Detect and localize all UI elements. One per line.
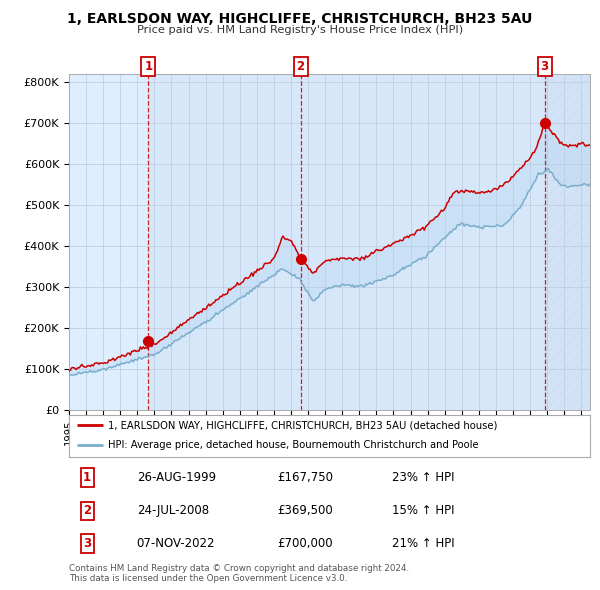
Text: 1: 1 bbox=[145, 60, 152, 73]
Text: 3: 3 bbox=[541, 60, 548, 73]
Text: 21% ↑ HPI: 21% ↑ HPI bbox=[392, 537, 455, 550]
Text: 15% ↑ HPI: 15% ↑ HPI bbox=[392, 504, 454, 517]
Text: Price paid vs. HM Land Registry's House Price Index (HPI): Price paid vs. HM Land Registry's House … bbox=[137, 25, 463, 35]
Text: 1, EARLSDON WAY, HIGHCLIFFE, CHRISTCHURCH, BH23 5AU: 1, EARLSDON WAY, HIGHCLIFFE, CHRISTCHURC… bbox=[67, 12, 533, 26]
Text: Contains HM Land Registry data © Crown copyright and database right 2024.
This d: Contains HM Land Registry data © Crown c… bbox=[69, 564, 409, 584]
Text: £700,000: £700,000 bbox=[277, 537, 333, 550]
Text: 1, EARLSDON WAY, HIGHCLIFFE, CHRISTCHURCH, BH23 5AU (detached house): 1, EARLSDON WAY, HIGHCLIFFE, CHRISTCHURC… bbox=[108, 421, 497, 430]
Bar bbox=[545, 74, 590, 410]
Text: £369,500: £369,500 bbox=[277, 504, 333, 517]
Text: 23% ↑ HPI: 23% ↑ HPI bbox=[392, 471, 454, 484]
Text: 26-AUG-1999: 26-AUG-1999 bbox=[137, 471, 216, 484]
Text: 3: 3 bbox=[83, 537, 91, 550]
Bar bbox=[545, 74, 590, 410]
Text: 2: 2 bbox=[83, 504, 91, 517]
Bar bbox=[148, 74, 301, 410]
Text: 07-NOV-2022: 07-NOV-2022 bbox=[137, 537, 215, 550]
Text: 1: 1 bbox=[83, 471, 91, 484]
Text: 24-JUL-2008: 24-JUL-2008 bbox=[137, 504, 209, 517]
Bar bbox=[301, 74, 545, 410]
Text: 2: 2 bbox=[296, 60, 305, 73]
Text: £167,750: £167,750 bbox=[277, 471, 334, 484]
Text: HPI: Average price, detached house, Bournemouth Christchurch and Poole: HPI: Average price, detached house, Bour… bbox=[108, 440, 479, 450]
